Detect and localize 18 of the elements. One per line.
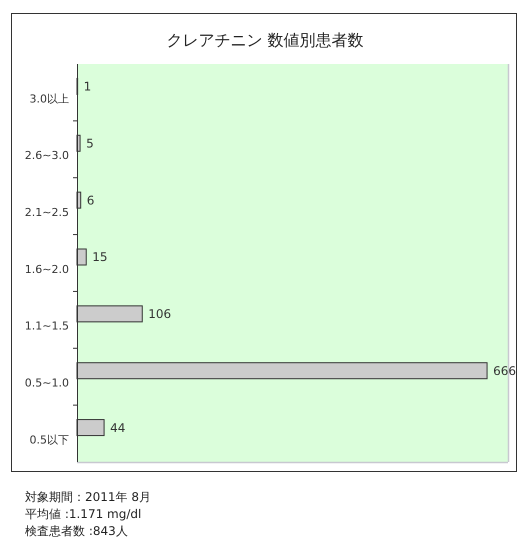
- text: 検査患者数 :843人: [25, 524, 128, 538]
- y-tick-label: 2.6~3.0: [24, 149, 69, 162]
- data-label: 666: [493, 364, 516, 378]
- text: 対象期間：2011年 8月: [25, 490, 151, 504]
- data-label: 1: [84, 80, 92, 94]
- y-tick-label: 0.5~1.0: [24, 376, 69, 390]
- y-tick-label: 1.6~2.0: [24, 262, 69, 276]
- data-label: 5: [86, 136, 94, 150]
- y-tick-label: 1.1~1.5: [24, 320, 69, 333]
- data-label: 44: [110, 420, 126, 435]
- data-label: 6: [86, 193, 94, 208]
- data-label: 15: [92, 250, 108, 264]
- y-tick-label: 2.1~2.5: [24, 206, 69, 219]
- chart-title: クレアチニン 数値別患者数: [166, 30, 364, 50]
- y-tick-label: 0.5以下: [30, 433, 69, 446]
- y-tick-label: 3.0以上: [30, 92, 69, 106]
- data-label: 106: [148, 307, 172, 322]
- text: 平均値 :1.171 mg/dl: [25, 507, 142, 522]
